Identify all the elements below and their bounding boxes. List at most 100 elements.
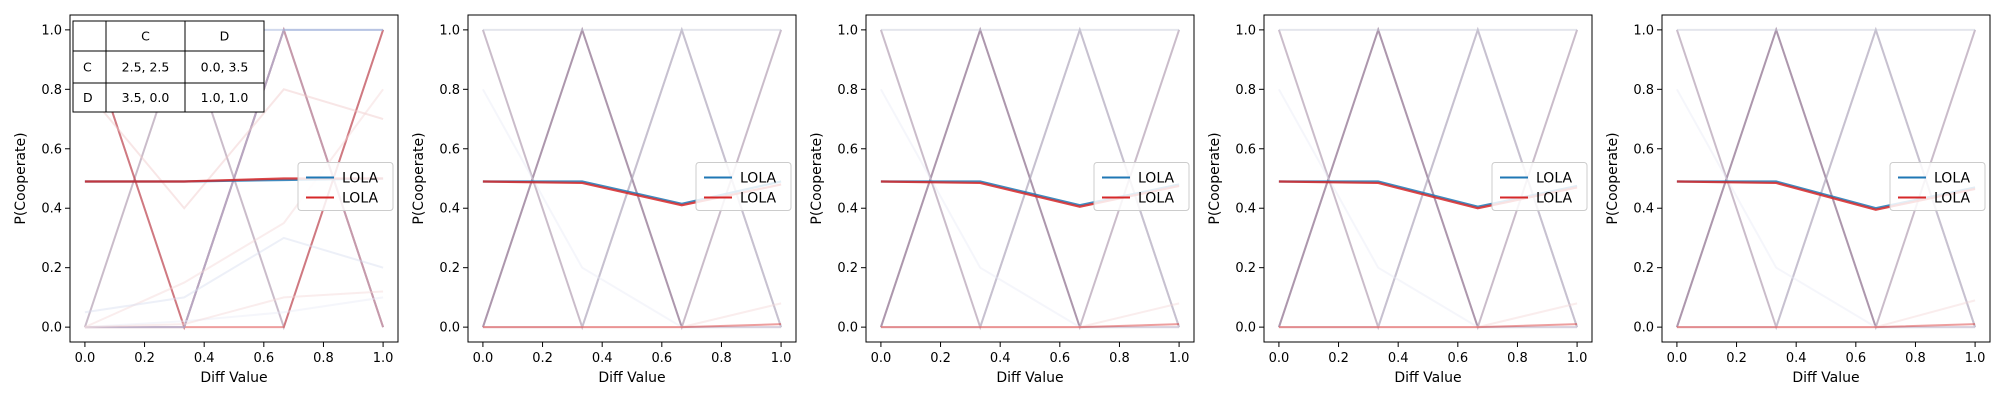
x-axis-label: Diff Value <box>598 370 665 386</box>
faint-line-6 <box>1676 88 1976 329</box>
axes-frame <box>69 14 399 343</box>
legend-label: LOLA <box>740 171 776 187</box>
legend: LOLA LOLA <box>695 162 792 211</box>
faint-line-5 <box>84 28 384 329</box>
x-tick-label: 0.4 <box>592 351 613 366</box>
x-axis-label: Diff Value <box>1394 370 1461 386</box>
x-tick-label: 0.4 <box>1388 351 1409 366</box>
subplot-1: 0.0 0.2 0.4 0.6 0.8 1.0 0.0 0.2 0.4 0.6 0.8 1.0 Diff… <box>13 14 399 386</box>
y-tick-label: 0.0 <box>837 321 858 336</box>
table-cell: 0.0, 3.5 <box>201 60 249 75</box>
y-tick-label: 0.2 <box>41 261 62 276</box>
y-tick-label: 1.0 <box>837 23 858 38</box>
y-axis-label: P(Cooperate) <box>13 132 29 224</box>
y-tick-label: 1.0 <box>41 23 62 38</box>
table-cell: D <box>83 90 93 105</box>
x-tick-label: 1.0 <box>373 351 394 366</box>
y-tick-label: 1.0 <box>1633 23 1654 38</box>
x-axis-label: Diff Value <box>1792 370 1859 386</box>
x-tick-label: 0.4 <box>990 351 1011 366</box>
faint-line-3 <box>1277 26 1578 329</box>
payoff-table: C DC 2.5, 2.5 0.0, 3.5D 3.5, 0.0 1.0, 1.0 <box>72 20 265 113</box>
x-tick-label: 0.0 <box>75 351 96 366</box>
y-axis-label: P(Cooperate) <box>809 132 825 224</box>
x-tick-label: 1.0 <box>1567 351 1588 366</box>
y-tick-label: 0.0 <box>41 321 62 336</box>
faint-line-6 <box>1278 88 1578 329</box>
x-tick-label: 0.2 <box>930 351 951 366</box>
legend: LOLA LOLA <box>1491 162 1588 211</box>
y-tick-label: 0.2 <box>439 261 460 276</box>
x-tick-label: 0.0 <box>1667 351 1688 366</box>
legend-label: LOLA <box>740 191 776 207</box>
faint-line-8 <box>1676 323 1976 329</box>
x-tick-label: 0.6 <box>651 351 672 366</box>
y-tick-label: 0.6 <box>1633 142 1654 157</box>
y-tick-label: 1.0 <box>1235 23 1256 38</box>
x-tick-label: 0.8 <box>1905 351 1926 366</box>
y-tick-label: 0.8 <box>1235 83 1256 98</box>
y-tick-label: 0.8 <box>1633 83 1654 98</box>
y-tick-label: 0.4 <box>1633 202 1654 217</box>
y-tick-label: 0.4 <box>837 202 858 217</box>
table-cell: C <box>83 60 92 75</box>
axes-frame <box>865 14 1195 343</box>
y-axis-label: P(Cooperate) <box>1207 132 1223 224</box>
subplot-2: 0.0 0.2 0.4 0.6 0.8 1.0 0.0 0.2 0.4 0.6 0.8 1.0 Diff… <box>411 14 797 386</box>
y-axis-label: P(Cooperate) <box>1605 132 1621 224</box>
faint-line-8 <box>84 88 384 210</box>
x-tick-label: 0.2 <box>1726 351 1747 366</box>
table-cell: 3.5, 0.0 <box>122 90 170 105</box>
faint-line-7 <box>880 302 1180 329</box>
y-tick-label: 0.2 <box>1633 261 1654 276</box>
x-tick-label: 0.2 <box>532 351 553 366</box>
x-tick-label: 0.6 <box>1049 351 1070 366</box>
y-tick-label: 0.2 <box>1235 261 1256 276</box>
x-tick-label: 0.8 <box>1109 351 1130 366</box>
y-tick-label: 0.6 <box>837 142 858 157</box>
table-frame <box>72 20 265 113</box>
legend-label: LOLA <box>1138 191 1174 207</box>
x-tick-label: 0.8 <box>1507 351 1528 366</box>
faint-line-3 <box>1675 26 1976 329</box>
x-tick-label: 0.6 <box>253 351 274 366</box>
y-tick-label: 0.0 <box>1235 321 1256 336</box>
legend: LOLA LOLA <box>1889 162 1986 211</box>
x-tick-label: 0.2 <box>1328 351 1349 366</box>
faint-line-8 <box>880 323 1180 329</box>
legend-label: LOLA <box>1934 191 1970 207</box>
x-tick-label: 1.0 <box>1169 351 1190 366</box>
faint-line-6 <box>880 88 1180 329</box>
x-tick-label: 0.4 <box>1786 351 1807 366</box>
legend-label: LOLA <box>1536 191 1572 207</box>
legend-label: LOLA <box>1934 171 1970 187</box>
y-tick-label: 0.4 <box>1235 202 1256 217</box>
y-tick-label: 0.4 <box>41 202 62 217</box>
faint-line-8 <box>1278 323 1578 329</box>
legend: LOLA LOLA <box>1093 162 1190 211</box>
table-cell: 2.5, 2.5 <box>122 60 170 75</box>
table-cell: C <box>141 29 150 44</box>
y-tick-label: 0.0 <box>439 321 460 336</box>
y-tick-label: 0.6 <box>41 142 62 157</box>
y-tick-label: 0.0 <box>1633 321 1654 336</box>
x-tick-label: 0.4 <box>194 351 215 366</box>
faint-line-6 <box>482 88 782 329</box>
faint-line-12 <box>84 290 384 329</box>
y-tick-label: 0.8 <box>837 83 858 98</box>
faint-line-8 <box>482 323 782 329</box>
faint-line-3 <box>481 26 782 329</box>
legend-label: LOLA <box>1138 171 1174 187</box>
legend: LOLA LOLA <box>297 162 394 211</box>
y-tick-label: 0.8 <box>41 83 62 98</box>
faint-line-11 <box>84 296 384 329</box>
y-tick-label: 0.2 <box>837 261 858 276</box>
axes-frame <box>1263 14 1593 343</box>
x-tick-label: 0.8 <box>711 351 732 366</box>
faint-line-7 <box>1676 299 1976 329</box>
subplot-4: 0.0 0.2 0.4 0.6 0.8 1.0 0.0 0.2 0.4 0.6 0.8 1.0 Diff… <box>1207 14 1593 386</box>
axes-frame <box>467 14 797 343</box>
faint-line-10 <box>84 236 384 314</box>
subplot-3: 0.0 0.2 0.4 0.6 0.8 1.0 0.0 0.2 0.4 0.6 0.8 1.0 Diff… <box>809 14 1195 386</box>
